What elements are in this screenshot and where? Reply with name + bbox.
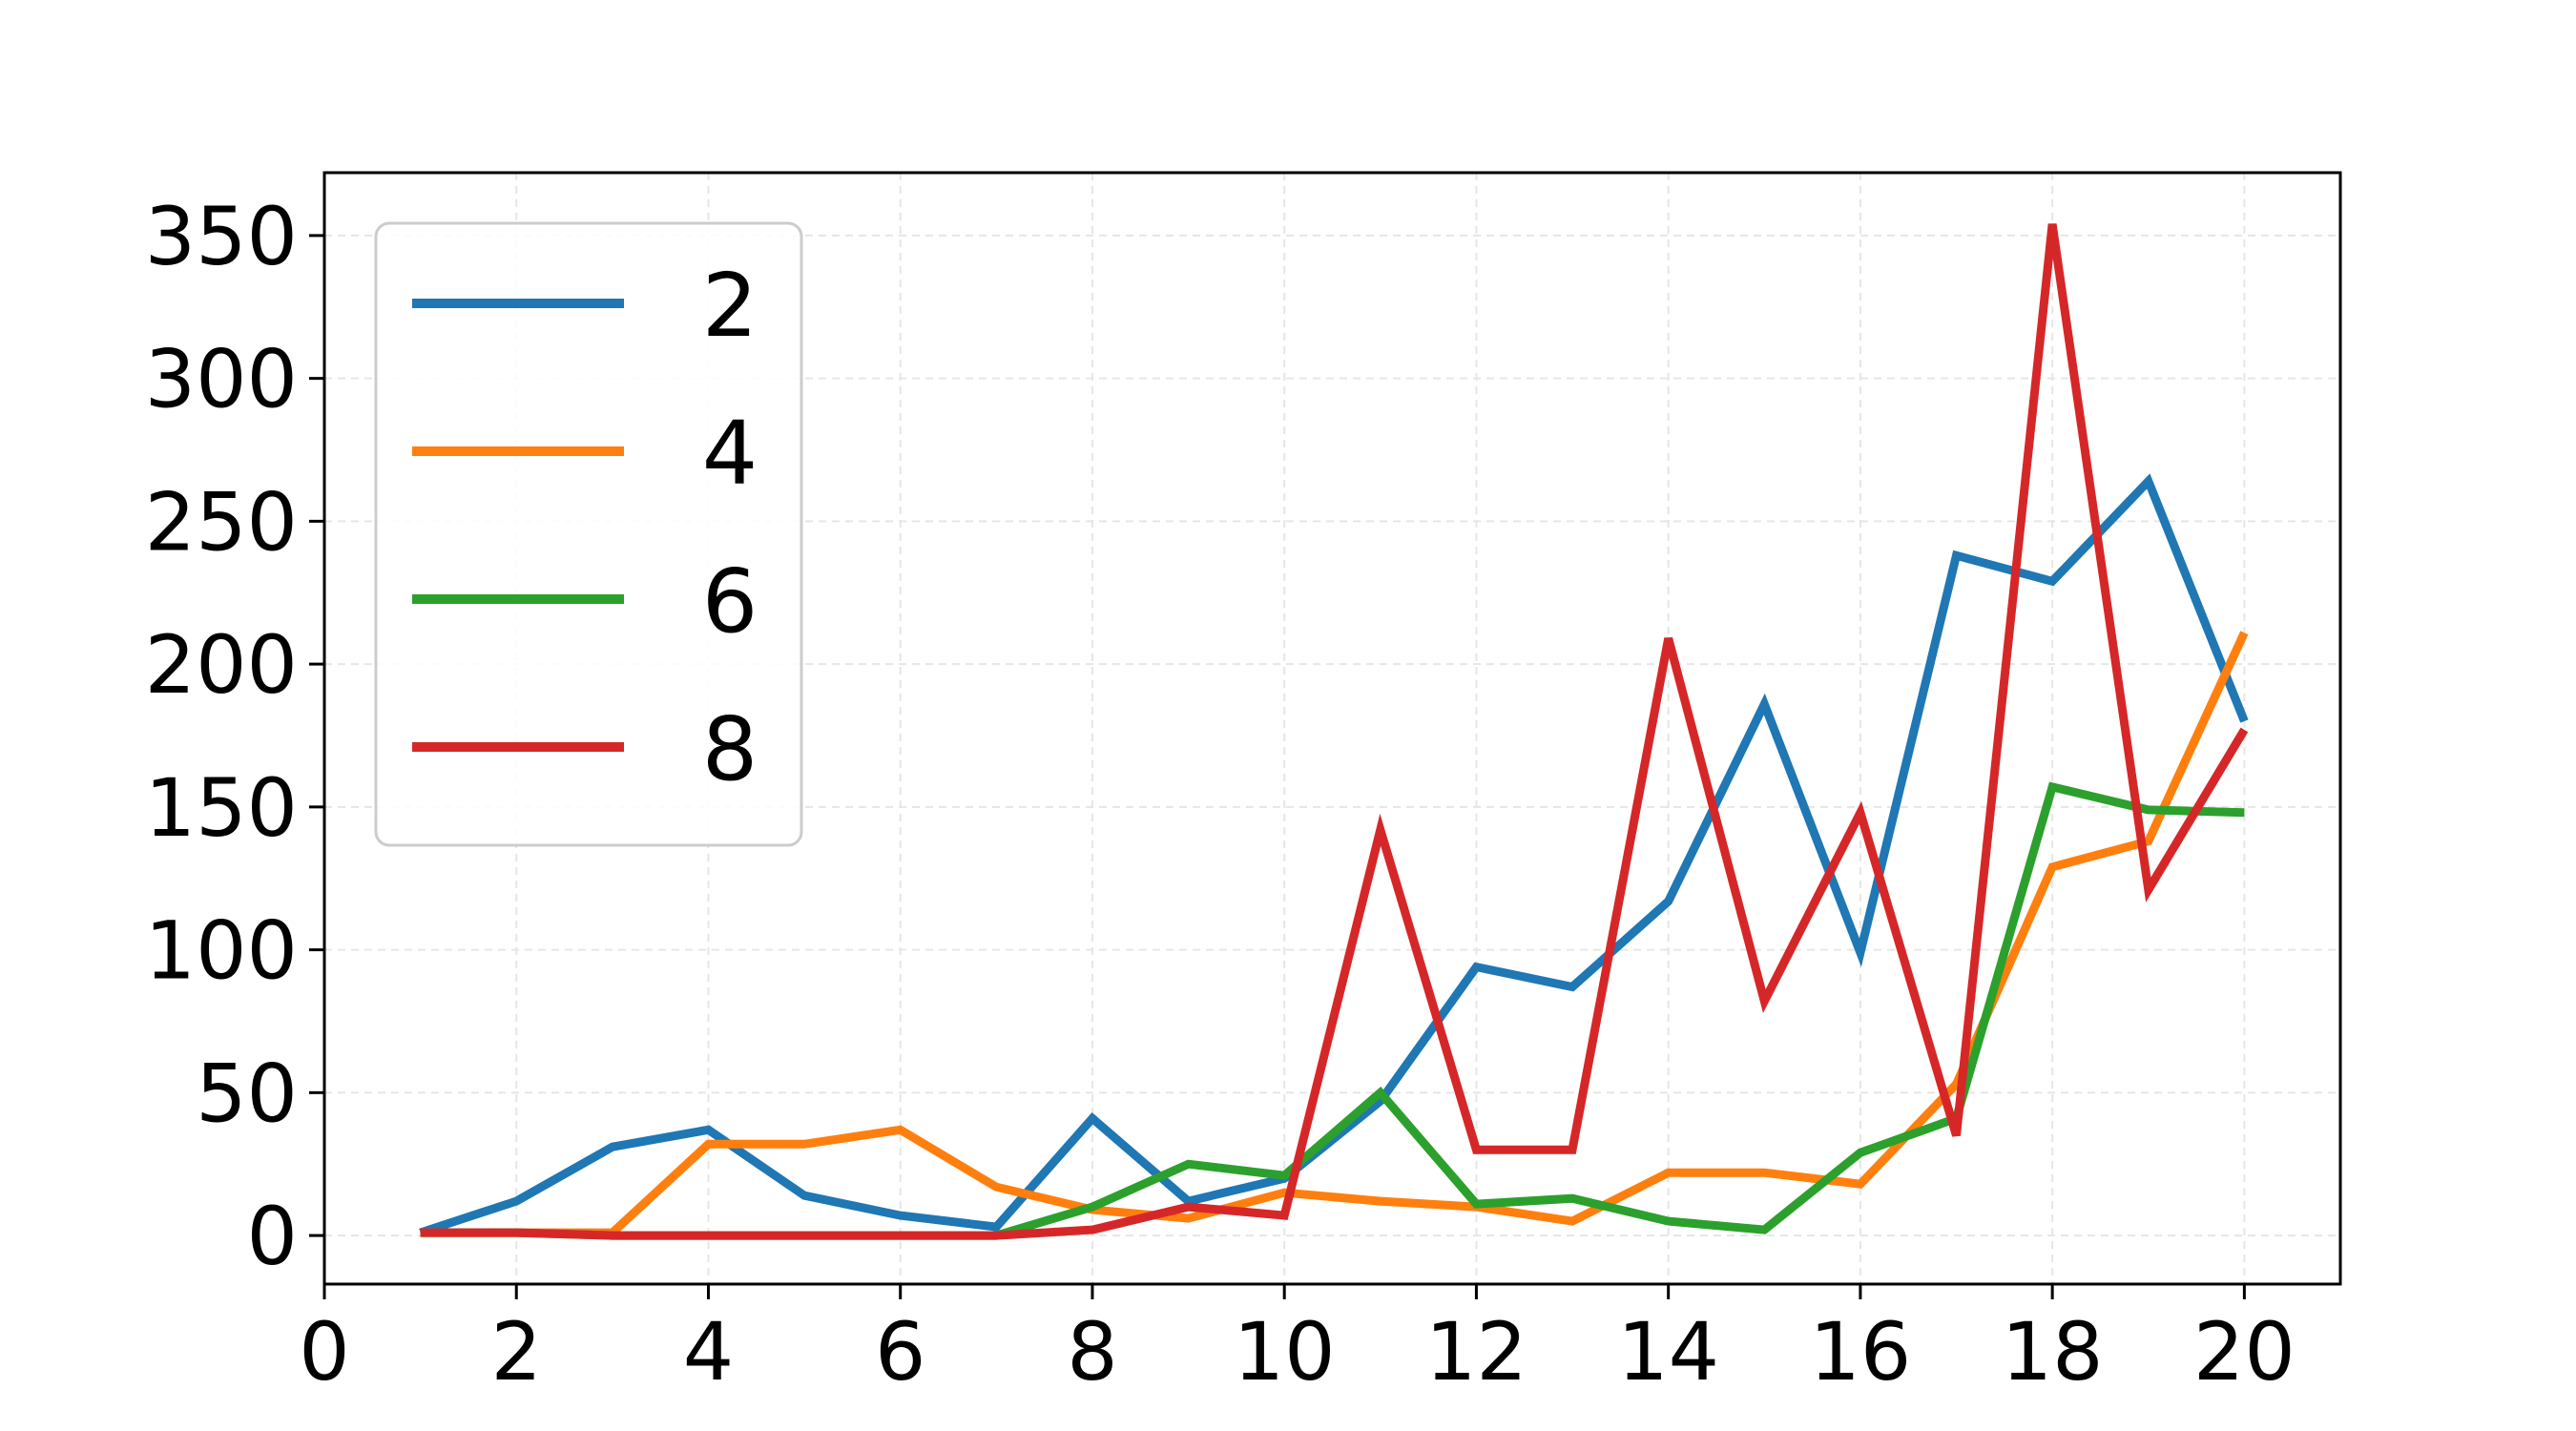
x-tick-label: 20 xyxy=(2193,1305,2296,1399)
x-tick-label: 2 xyxy=(491,1305,542,1399)
legend: 2 4 6 8 xyxy=(374,221,803,847)
series-lines xyxy=(419,223,2249,1240)
x-tick-label: 14 xyxy=(1617,1305,1719,1399)
y-tick-label: 0 xyxy=(247,1190,298,1283)
x-tick-label: 4 xyxy=(683,1305,734,1399)
series-line-8 xyxy=(420,223,2249,1240)
legend-label-6: 6 xyxy=(702,550,758,653)
legend-label-8: 8 xyxy=(702,698,758,800)
series-line-4 xyxy=(420,631,2249,1237)
y-tick-label: 100 xyxy=(145,904,298,998)
x-tick-label: 10 xyxy=(1234,1305,1336,1399)
y-tick-label: 150 xyxy=(145,761,298,855)
x-tick-label: 8 xyxy=(1067,1305,1117,1399)
x-tick-label: 6 xyxy=(875,1305,925,1399)
y-tick-label: 250 xyxy=(145,475,298,569)
x-tick-label: 12 xyxy=(1425,1305,1527,1399)
x-tick-label: 18 xyxy=(2002,1305,2104,1399)
x-tick-label: 0 xyxy=(299,1305,349,1399)
y-tick-label: 200 xyxy=(145,618,298,712)
plot-frame xyxy=(322,171,2342,1286)
y-tick-label: 300 xyxy=(145,333,298,426)
legend-label-2: 2 xyxy=(702,255,758,357)
x-tick-label: 16 xyxy=(1809,1305,1911,1399)
legend-label-4: 4 xyxy=(702,403,758,505)
y-tick-label: 50 xyxy=(196,1047,298,1140)
legend-box xyxy=(374,221,803,847)
y-tick-label: 350 xyxy=(145,190,298,283)
